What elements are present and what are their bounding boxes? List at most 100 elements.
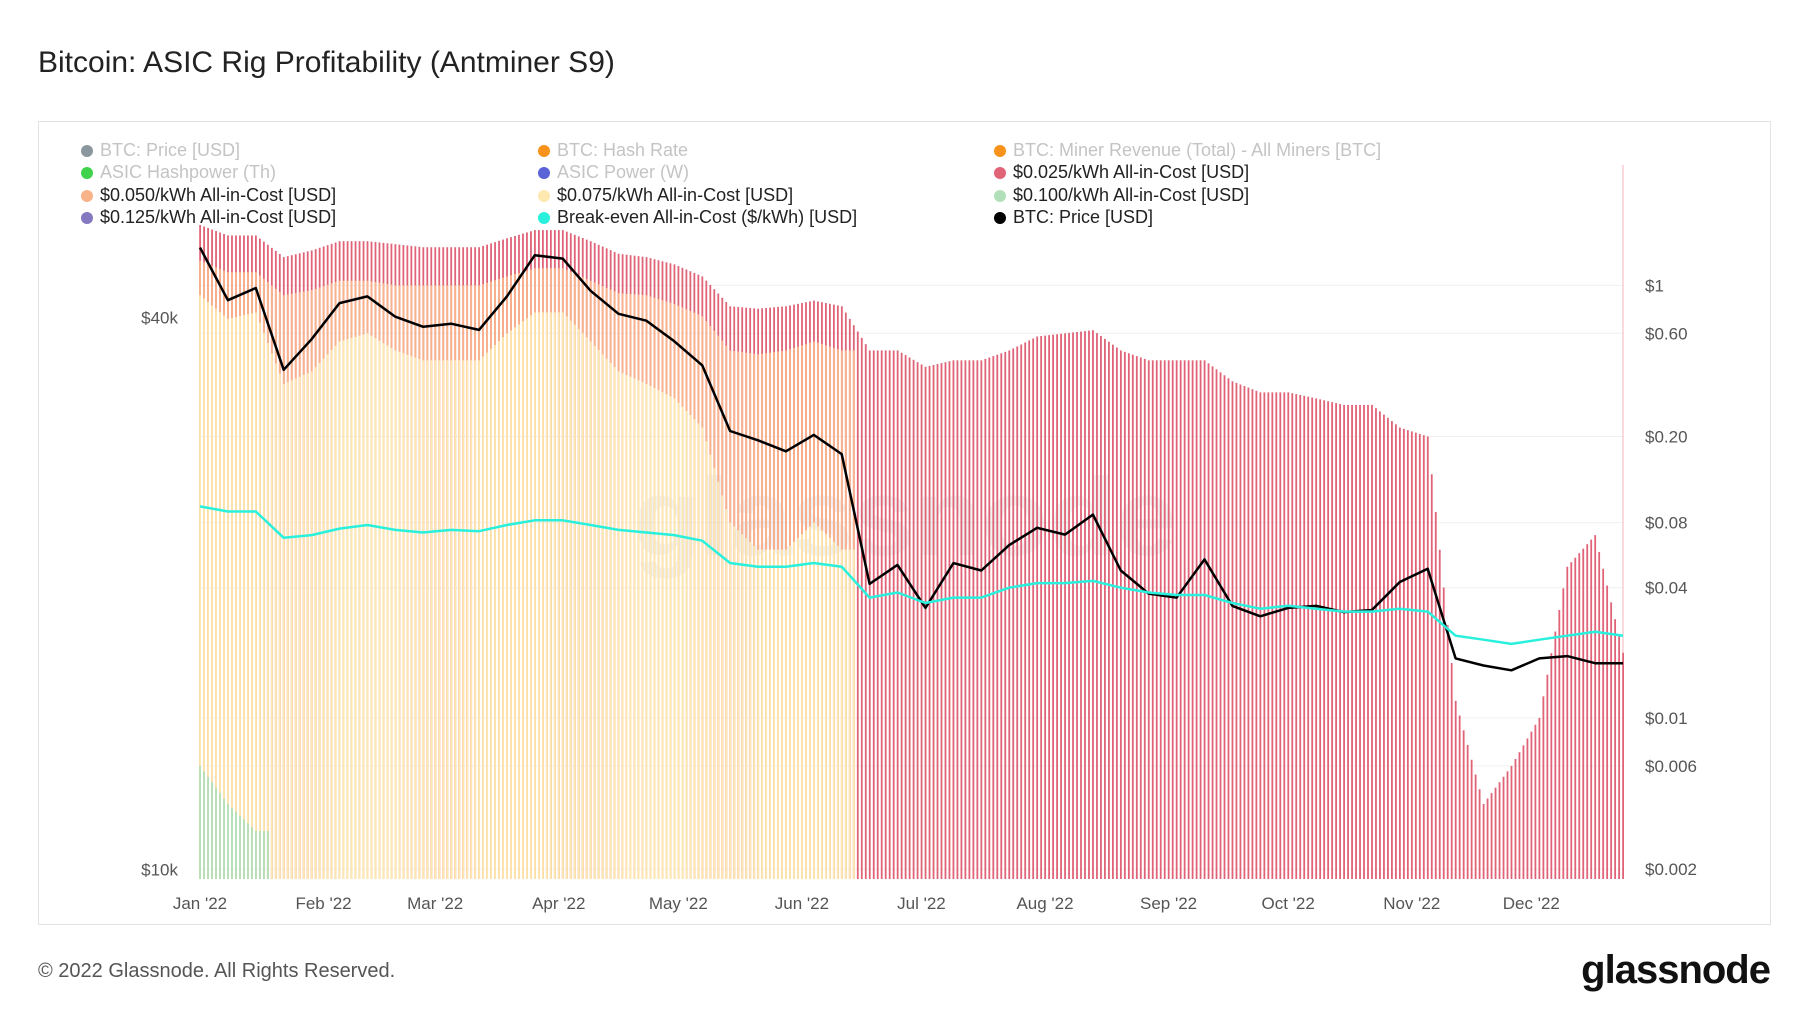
bar--0-025-kwh-all-in-cost-usd- — [1494, 787, 1497, 879]
bar--0-025-kwh-all-in-cost-usd- — [1275, 392, 1278, 879]
bar--0-075-kwh-all-in-cost-usd- — [266, 343, 269, 879]
bar--0-025-kwh-all-in-cost-usd- — [1155, 360, 1158, 880]
bar--0-025-kwh-all-in-cost-usd- — [1127, 353, 1130, 879]
bar--0-075-kwh-all-in-cost-usd- — [545, 312, 548, 879]
legend-item[interactable]: $0.050/kWh All-in-Cost [USD] — [81, 185, 336, 206]
bar--0-025-kwh-all-in-cost-usd- — [1131, 354, 1134, 880]
bar--0-025-kwh-all-in-cost-usd- — [1151, 360, 1154, 880]
bar--0-075-kwh-all-in-cost-usd- — [270, 353, 273, 879]
bar--0-025-kwh-all-in-cost-usd- — [1000, 353, 1003, 879]
bar--0-025-kwh-all-in-cost-usd- — [944, 362, 947, 880]
bar--0-075-kwh-all-in-cost-usd- — [286, 382, 289, 879]
bar--0-075-kwh-all-in-cost-usd- — [836, 545, 839, 879]
bar--0-025-kwh-all-in-cost-usd- — [1586, 544, 1589, 879]
bar--0-075-kwh-all-in-cost-usd- — [617, 371, 620, 879]
legend-item[interactable]: ASIC Hashpower (Th) — [81, 162, 276, 183]
page-title: Bitcoin: ASIC Rig Profitability (Antmine… — [38, 46, 615, 79]
legend-item[interactable]: ASIC Power (W) — [538, 162, 689, 183]
bar--0-075-kwh-all-in-cost-usd- — [629, 376, 632, 879]
legend-dot-icon — [994, 166, 1006, 179]
bar--0-075-kwh-all-in-cost-usd- — [278, 373, 281, 879]
bar--0-025-kwh-all-in-cost-usd- — [1311, 397, 1314, 879]
bar--0-075-kwh-all-in-cost-usd- — [310, 371, 313, 879]
bar--0-075-kwh-all-in-cost-usd- — [797, 538, 799, 879]
bar--0-025-kwh-all-in-cost-usd- — [1514, 759, 1517, 879]
bar--0-025-kwh-all-in-cost-usd- — [984, 358, 987, 879]
bar--0-100-kwh-all-in-cost-usd- — [207, 776, 209, 879]
bar--0-025-kwh-all-in-cost-usd- — [1554, 631, 1557, 879]
bar--0-025-kwh-all-in-cost-usd- — [1183, 360, 1186, 880]
y-right-tick-label: $0.20 — [1645, 428, 1688, 447]
bar--0-075-kwh-all-in-cost-usd- — [534, 312, 536, 879]
bar--0-025-kwh-all-in-cost-usd- — [1598, 551, 1601, 879]
legend-item[interactable]: BTC: Price [USD] — [994, 207, 1153, 228]
bar--0-025-kwh-all-in-cost-usd- — [1271, 392, 1274, 879]
bar--0-025-kwh-all-in-cost-usd- — [1454, 700, 1457, 879]
bar--0-075-kwh-all-in-cost-usd- — [721, 495, 724, 879]
bar--0-025-kwh-all-in-cost-usd- — [860, 337, 863, 879]
legend-dot-icon — [994, 211, 1006, 224]
legend-item[interactable]: $0.125/kWh All-in-Cost [USD] — [81, 207, 336, 228]
bar--0-025-kwh-all-in-cost-usd- — [1072, 332, 1074, 880]
legend-item[interactable]: Break-even All-in-Cost ($/kWh) [USD] — [538, 207, 857, 228]
bar--0-025-kwh-all-in-cost-usd- — [1088, 330, 1090, 879]
bar--0-025-kwh-all-in-cost-usd- — [872, 350, 875, 879]
bar--0-025-kwh-all-in-cost-usd- — [1092, 330, 1094, 879]
bar--0-025-kwh-all-in-cost-usd- — [976, 360, 979, 880]
bar--0-075-kwh-all-in-cost-usd- — [681, 406, 684, 879]
bar--0-025-kwh-all-in-cost-usd- — [1462, 730, 1465, 879]
bar--0-025-kwh-all-in-cost-usd- — [1594, 535, 1597, 879]
x-tick-label: Nov '22 — [1383, 894, 1440, 913]
bar--0-075-kwh-all-in-cost-usd- — [446, 360, 449, 880]
bar--0-100-kwh-all-in-cost-usd- — [258, 831, 261, 879]
bar--0-075-kwh-all-in-cost-usd- — [530, 315, 532, 879]
bar--0-025-kwh-all-in-cost-usd- — [1231, 381, 1234, 879]
bar--0-075-kwh-all-in-cost-usd- — [358, 335, 361, 880]
bar--0-025-kwh-all-in-cost-usd- — [856, 331, 859, 879]
legend-item[interactable]: $0.100/kWh All-in-Cost [USD] — [994, 185, 1249, 206]
bar--0-075-kwh-all-in-cost-usd- — [589, 341, 592, 879]
bar--0-025-kwh-all-in-cost-usd- — [1028, 340, 1031, 879]
legend-item[interactable]: BTC: Hash Rate — [538, 140, 688, 161]
bar--0-075-kwh-all-in-cost-usd- — [813, 522, 815, 879]
legend-item[interactable]: BTC: Price [USD] — [81, 140, 240, 161]
legend-dot-icon — [538, 166, 550, 179]
bar--0-075-kwh-all-in-cost-usd- — [390, 347, 393, 879]
bar--0-025-kwh-all-in-cost-usd- — [1387, 417, 1389, 879]
bar--0-025-kwh-all-in-cost-usd- — [1247, 387, 1250, 879]
x-tick-label: Feb '22 — [295, 894, 351, 913]
bar--0-025-kwh-all-in-cost-usd- — [1111, 344, 1114, 880]
glassnode-logo[interactable]: glassnode — [1581, 948, 1771, 992]
legend-item[interactable]: $0.075/kWh All-in-Cost [USD] — [538, 185, 793, 206]
bar--0-025-kwh-all-in-cost-usd- — [928, 365, 931, 879]
bar--0-025-kwh-all-in-cost-usd- — [1191, 360, 1194, 880]
bar--0-075-kwh-all-in-cost-usd- — [255, 312, 257, 879]
bar--0-025-kwh-all-in-cost-usd- — [880, 350, 883, 879]
bar--0-025-kwh-all-in-cost-usd- — [1048, 335, 1051, 879]
x-tick-label: Jun '22 — [775, 894, 829, 913]
bar--0-100-kwh-all-in-cost-usd- — [251, 827, 253, 879]
legend-item[interactable]: $0.025/kWh All-in-Cost [USD] — [994, 162, 1249, 183]
bar--0-075-kwh-all-in-cost-usd- — [793, 541, 795, 879]
bar--0-025-kwh-all-in-cost-usd- — [972, 360, 975, 880]
bar--0-075-kwh-all-in-cost-usd- — [625, 374, 628, 879]
bar--0-025-kwh-all-in-cost-usd- — [940, 363, 943, 879]
bar--0-075-kwh-all-in-cost-usd- — [613, 367, 616, 879]
bar--0-025-kwh-all-in-cost-usd- — [1578, 553, 1581, 879]
bar--0-025-kwh-all-in-cost-usd- — [1020, 344, 1023, 880]
bar--0-075-kwh-all-in-cost-usd- — [215, 308, 217, 879]
bar--0-025-kwh-all-in-cost-usd- — [992, 356, 995, 879]
bar--0-075-kwh-all-in-cost-usd- — [809, 526, 811, 879]
bar--0-025-kwh-all-in-cost-usd- — [868, 350, 871, 879]
bar--0-025-kwh-all-in-cost-usd- — [1052, 334, 1055, 880]
bar--0-025-kwh-all-in-cost-usd- — [1542, 696, 1545, 879]
legend-item[interactable]: BTC: Miner Revenue (Total) - All Miners … — [994, 140, 1381, 161]
bar--0-025-kwh-all-in-cost-usd- — [924, 366, 927, 879]
bar--0-025-kwh-all-in-cost-usd- — [1008, 350, 1011, 879]
bar--0-025-kwh-all-in-cost-usd- — [1012, 348, 1015, 879]
bar--0-025-kwh-all-in-cost-usd- — [956, 360, 959, 880]
bar--0-075-kwh-all-in-cost-usd- — [825, 534, 827, 879]
bar--0-025-kwh-all-in-cost-usd- — [1024, 342, 1027, 879]
bar--0-075-kwh-all-in-cost-usd- — [434, 360, 437, 880]
